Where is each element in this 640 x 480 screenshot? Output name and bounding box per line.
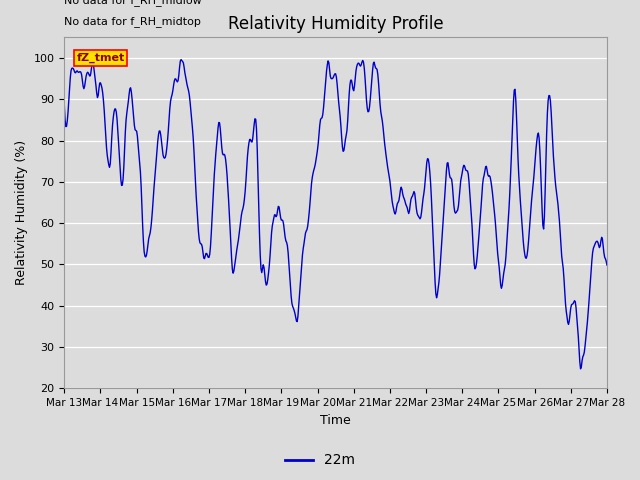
Text: No data for f_RH_midlow: No data for f_RH_midlow: [64, 0, 202, 6]
Text: fZ_tmet: fZ_tmet: [76, 53, 125, 63]
X-axis label: Time: Time: [320, 414, 351, 427]
Y-axis label: Relativity Humidity (%): Relativity Humidity (%): [15, 140, 28, 286]
Text: No data for f_RH_midtop: No data for f_RH_midtop: [64, 16, 201, 27]
Legend: 22m: 22m: [280, 448, 360, 473]
Title: Relativity Humidity Profile: Relativity Humidity Profile: [228, 15, 444, 33]
